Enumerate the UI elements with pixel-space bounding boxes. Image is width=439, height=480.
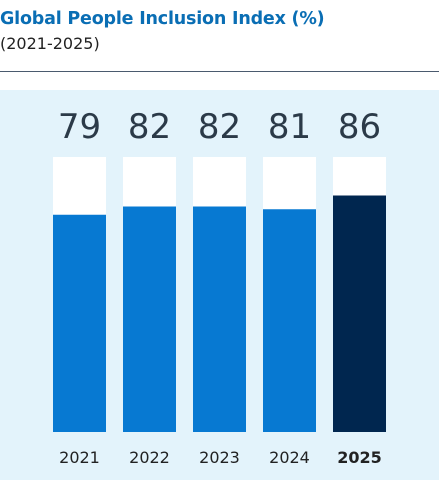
bar-2024 [263,209,316,432]
category-label-2022: 2022 [129,448,170,467]
category-label-2025: 2025 [337,448,382,467]
value-label-2025: 86 [338,107,381,147]
category-label-2023: 2023 [199,448,240,467]
value-label-2022: 82 [128,107,171,147]
chart-title: Global People Inclusion Index (%) [0,9,325,29]
bar-2021 [53,214,106,432]
category-label-2024: 2024 [269,448,310,467]
title-divider [0,71,439,72]
chart-subtitle: (2021-2025) [0,34,100,53]
bar-2025 [333,195,386,432]
value-label-2021: 79 [58,107,101,147]
value-label-2024: 81 [268,107,311,147]
value-label-2023: 82 [198,107,241,147]
category-label-2021: 2021 [59,448,100,467]
bar-2022 [123,206,176,432]
bar-2023 [193,206,246,432]
